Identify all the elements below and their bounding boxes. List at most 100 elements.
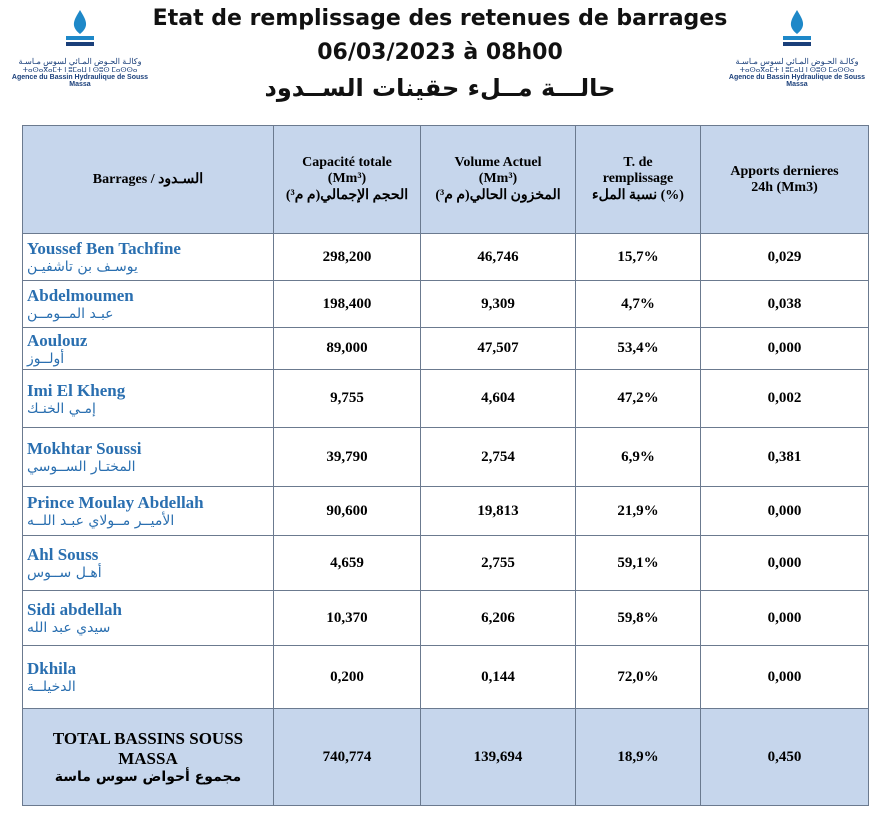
value: 19,813 (477, 502, 519, 519)
title-date: 06/03/2023 à 08h00 (317, 40, 563, 65)
barrage-name: Sidi abdellah سيدي عبد الله (22, 590, 274, 646)
value-cell: 9,755 (273, 369, 421, 428)
value: 6,206 (481, 609, 515, 626)
value: 15,7% (617, 248, 659, 265)
value-cell: 0,038 (700, 280, 869, 328)
total-value: 139,694 (420, 708, 576, 806)
value: 2,754 (481, 448, 515, 465)
value: 4,604 (481, 390, 515, 406)
value-cell: 72,0% (575, 645, 701, 709)
name-fr: Dkhila (27, 659, 77, 678)
header-text: (Mm³) (478, 171, 518, 186)
value-cell: 59,8% (575, 590, 701, 646)
value: 0,381 (767, 448, 802, 465)
value: 0,038 (767, 295, 802, 312)
name-fr: Sidi abdellah (27, 600, 122, 619)
header-text: (م م³)الحجم الإجمالي (285, 188, 409, 203)
value-cell: 6,206 (420, 590, 576, 646)
value: 9,755 (330, 390, 364, 406)
header-text: T. de (623, 155, 653, 170)
header-text: remplissage (602, 171, 674, 186)
name-ar: يوسـف بن تاشفيـن (27, 259, 138, 275)
name-ar: أولــوز (27, 350, 65, 367)
value: 59,1% (617, 554, 659, 571)
value: 198,400 (322, 295, 372, 312)
name-fr: Abdelmoumen (27, 286, 134, 305)
header-text: Apports dernieres (730, 163, 839, 179)
logo-right: وكالـة الحـوض المـائي لسوس مـاسـة ⵜⴰⵙⴰⴳⴰ… (722, 6, 872, 88)
value-cell: 0,000 (700, 327, 869, 370)
value-cell: 4,604 (420, 369, 576, 428)
value: 47,2% (617, 390, 659, 406)
total-label: MASSA (118, 749, 178, 768)
value: 39,790 (326, 448, 368, 465)
value-cell: 0,000 (700, 486, 869, 536)
value-cell: 59,1% (575, 535, 701, 591)
value: 0,000 (767, 340, 802, 356)
value: 59,8% (617, 609, 659, 626)
value: 18,9% (617, 748, 659, 765)
name-fr: Imi El Kheng (27, 380, 126, 400)
logo-arabic: وكالـة الحـوض المـائي لسوس مـاسـة (18, 57, 142, 66)
barrage-name: Dkhila الدخيلــة (22, 645, 274, 709)
value: 4,659 (330, 554, 364, 571)
value: 9,309 (481, 295, 515, 312)
value-cell: 0,000 (700, 645, 869, 709)
value-cell: 47,2% (575, 369, 701, 428)
total-value: 0,450 (700, 708, 869, 806)
value: 0,000 (767, 609, 802, 626)
value-cell: 89,000 (273, 327, 421, 370)
value-cell: 0,000 (700, 590, 869, 646)
value-cell: 0,144 (420, 645, 576, 709)
value: 46,746 (477, 248, 519, 265)
barrage-name: Imi El Kheng إمـي الخنـك (22, 369, 274, 428)
total-value: 18,9% (575, 708, 701, 806)
value-cell: 19,813 (420, 486, 576, 536)
value: 2,755 (481, 554, 515, 571)
name-ar: إمـي الخنـك (27, 400, 96, 417)
value: 740,774 (322, 748, 372, 765)
header-text: 24h (Mm3) (751, 179, 818, 195)
name-fr: Aoulouz (27, 330, 88, 350)
value: 0,200 (330, 668, 364, 685)
value-cell: 198,400 (273, 280, 421, 328)
value-cell: 0,381 (700, 427, 869, 487)
title: Etat de remplissage des retenues de barr… (152, 6, 728, 31)
value: 298,200 (322, 248, 372, 265)
value: 0,000 (767, 554, 802, 571)
header-text: Volume Actuel (454, 155, 542, 170)
value-cell: 9,309 (420, 280, 576, 328)
header-text: Capacité totale (302, 155, 392, 170)
value: 0,002 (767, 390, 802, 406)
value: 0,450 (767, 748, 802, 765)
column-header: Apports dernieres 24h (Mm3) (700, 125, 869, 234)
value: 53,4% (617, 340, 659, 356)
value-cell: 15,7% (575, 233, 701, 281)
value-cell: 39,790 (273, 427, 421, 487)
value-cell: 46,746 (420, 233, 576, 281)
value: 90,600 (326, 502, 368, 519)
title-arabic: حالـــة مــلء حقينات الســدود (264, 74, 616, 102)
value: 10,370 (326, 609, 368, 626)
value-cell: 4,659 (273, 535, 421, 591)
name-ar: المختـار الســوسي (27, 459, 136, 475)
header-text: (Mm³) (327, 171, 367, 186)
value-cell: 47,507 (420, 327, 576, 370)
value: 0,144 (481, 668, 515, 685)
value: 0,029 (767, 248, 802, 265)
name-fr: Prince Moulay Abdellah (27, 493, 204, 512)
name-fr: Youssef Ben Tachfine (27, 239, 181, 258)
name-fr: Mokhtar Soussi (27, 439, 142, 458)
name-ar: سيدي عبد الله (27, 620, 111, 636)
value: 0,000 (767, 502, 802, 519)
value: 139,694 (473, 748, 523, 765)
value: 0,000 (767, 668, 802, 685)
value-cell: 298,200 (273, 233, 421, 281)
total-name: TOTAL BASSINS SOUSS MASSA مجموع أحواض سوس … (22, 708, 274, 806)
name-ar: الأميــر مــولاي عبـد اللــه (27, 513, 175, 529)
logo-arabic: وكالـة الحـوض المـائي لسوس مـاسـة (735, 57, 859, 66)
value: 89,000 (326, 340, 368, 356)
value-cell: 2,754 (420, 427, 576, 487)
column-header: Volume Actuel (Mm³) (م م³)المخزون الحالي (420, 125, 576, 234)
value-cell: 90,600 (273, 486, 421, 536)
